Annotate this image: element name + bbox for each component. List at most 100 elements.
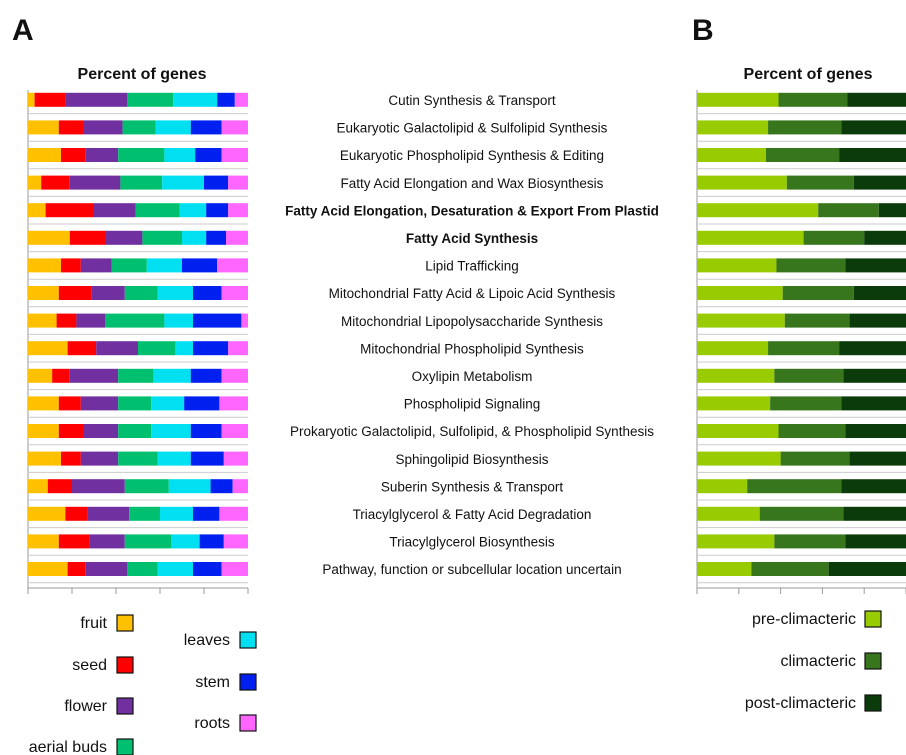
panel-a-bar-stem-15 (193, 506, 220, 521)
category-label-10: Oxylipin Metabolism (412, 369, 533, 384)
panel-a-bar-roots-12 (221, 424, 248, 438)
panel-a-bar-aerial-buds-14 (124, 479, 169, 494)
panel-a-bar-stem-14 (210, 479, 233, 494)
panel-a-bar-fruit-3 (28, 175, 42, 190)
panel-a-bar-fruit-14 (28, 479, 48, 494)
panel-b-letter: B (692, 14, 714, 47)
panel-b-bar-pre-climacteric-10 (697, 368, 775, 383)
panel-b-bar-climacteric-12 (778, 424, 846, 438)
panel-b-bar-post-climacteric-6 (845, 258, 906, 273)
panel-a-bar-aerial-buds-1 (122, 120, 156, 135)
panel-b-bar-climacteric-17 (751, 562, 829, 576)
panel-a-bar-stem-8 (193, 313, 242, 328)
panel-a-bar-stem-0 (217, 92, 235, 107)
panel-a-bar-flower-6 (80, 258, 112, 273)
legend-a-swatch-seed (116, 656, 134, 674)
category-label-5: Fatty Acid Synthesis (406, 231, 538, 246)
legend-a-label-seed: seed (72, 657, 107, 674)
panel-b-bar-post-climacteric-16 (845, 534, 906, 549)
panel-a-bar-stem-11 (184, 396, 220, 411)
legend-a-swatch-roots (239, 714, 257, 732)
legend-a-label-fruit: fruit (80, 615, 107, 632)
panel-b-bar-climacteric-3 (786, 175, 854, 190)
panel-a-bar-fruit-5 (28, 230, 70, 245)
panel-b-bar-post-climacteric-0 (847, 92, 906, 107)
panel-a-bar-flower-8 (76, 313, 105, 328)
category-label-15: Triacylglycerol & Fatty Acid Degradation (353, 507, 592, 522)
panel-a-bar-stem-17 (193, 562, 222, 576)
panel-b-bar-post-climacteric-3 (853, 175, 906, 190)
panel-b-bar-pre-climacteric-16 (697, 534, 775, 549)
panel-b-bar-post-climacteric-14 (841, 479, 906, 494)
panel-b-bar-climacteric-11 (770, 396, 842, 411)
panel-b-bar-post-climacteric-13 (849, 451, 906, 466)
panel-a-bar-roots-16 (223, 534, 248, 549)
panel-b-legend: pre-climacteric climacteric post-climacter… (745, 610, 882, 712)
panel-a-bar-fruit-4 (28, 203, 46, 218)
panel-a-bar-seed-16 (58, 534, 90, 549)
legend-b-label-climacteric: climacteric (780, 653, 856, 670)
panel-b-bar-pre-climacteric-12 (697, 424, 779, 438)
panel-a-bar-seed-14 (47, 479, 72, 494)
panel-a-bar-fruit-9 (28, 341, 68, 356)
panel-a-bar-leaves-11 (151, 396, 185, 411)
panel-a-legend: fruit seed flower aerial buds leaves stem root… (29, 614, 257, 755)
panel-a-bar-flower-7 (91, 286, 125, 300)
panel-a-bar-flower-1 (83, 120, 123, 135)
legend-a-swatch-flower (116, 697, 134, 715)
panel-b-bar-climacteric-13 (780, 451, 850, 466)
panel-a-bar-leaves-16 (171, 534, 200, 549)
panel-a-bar-roots-3 (228, 175, 248, 190)
panel-a-bar-leaves-3 (162, 175, 204, 190)
panel-a-bar-roots-9 (228, 341, 248, 356)
panel-a-bar-aerial-buds-2 (118, 148, 165, 162)
panel-a-bar-fruit-17 (28, 562, 68, 576)
panel-b-bar-post-climacteric-11 (841, 396, 906, 411)
category-label-9: Mitochondrial Phospholipid Synthesis (360, 341, 584, 356)
legend-b-swatch-pre-climacteric (864, 610, 882, 628)
panel-a-bar-leaves-17 (157, 562, 193, 576)
panel-a-bar-stem-4 (206, 203, 229, 218)
panel-a-bar-aerial-buds-11 (118, 396, 152, 411)
legend-a-label-leaves: leaves (184, 632, 230, 649)
panel-b-plot (696, 90, 906, 594)
category-label-8: Mitochondrial Lipopolysaccharide Synthes… (341, 314, 603, 329)
panel-a-bar-stem-12 (190, 424, 222, 438)
panel-a-bar-seed-8 (56, 313, 77, 328)
panel-a-bar-fruit-2 (28, 148, 61, 162)
panel-a-bar-flower-3 (69, 175, 121, 190)
panel-a-bar-seed-11 (58, 396, 81, 411)
panel-b-bar-pre-climacteric-13 (697, 451, 781, 466)
panel-a-bar-aerial-buds-16 (124, 534, 171, 549)
panel-a-bar-flower-16 (89, 534, 125, 549)
panel-a-bar-aerial-buds-12 (118, 424, 152, 438)
panel-b-bar-pre-climacteric-2 (697, 148, 766, 162)
panel-a-bar-stem-7 (193, 286, 222, 300)
panel-a-bar-seed-10 (52, 368, 70, 383)
panel-a-bar-seed-6 (61, 258, 81, 273)
panel-b-bar-climacteric-14 (747, 479, 842, 494)
panel-a-bar-fruit-6 (28, 258, 61, 273)
panel-a-title: Percent of genes (78, 66, 207, 83)
legend-a-label-flower: flower (64, 698, 107, 715)
panel-a-bar-roots-6 (217, 258, 248, 273)
panel-a-bar-roots-5 (226, 230, 248, 245)
category-label-13: Sphingolipid Biosynthesis (395, 452, 548, 467)
category-label-1: Eukaryotic Galactolipid & Sulfolipid Syn… (337, 121, 608, 136)
panel-a-bar-roots-10 (221, 368, 248, 383)
category-label-7: Mitochondrial Fatty Acid & Lipoic Acid S… (329, 286, 616, 301)
panel-a-bar-roots-11 (219, 396, 248, 411)
panel-a-bar-flower-11 (80, 396, 119, 411)
panel-b-bar-post-climacteric-9 (839, 341, 906, 356)
category-label-14: Suberin Synthesis & Transport (381, 479, 564, 494)
panel-b-bar-climacteric-6 (776, 258, 846, 273)
panel-a-bar-roots-13 (223, 451, 248, 466)
panel-b-bar-post-climacteric-12 (845, 424, 906, 438)
category-label-6: Lipid Trafficking (425, 259, 519, 274)
panel-a-bar-seed-1 (58, 120, 83, 135)
panel-b-bar-climacteric-10 (774, 368, 844, 383)
panel-b-bar-pre-climacteric-7 (697, 286, 783, 300)
panel-a-plot (27, 90, 249, 594)
panel-a-bar-seed-15 (65, 506, 88, 521)
